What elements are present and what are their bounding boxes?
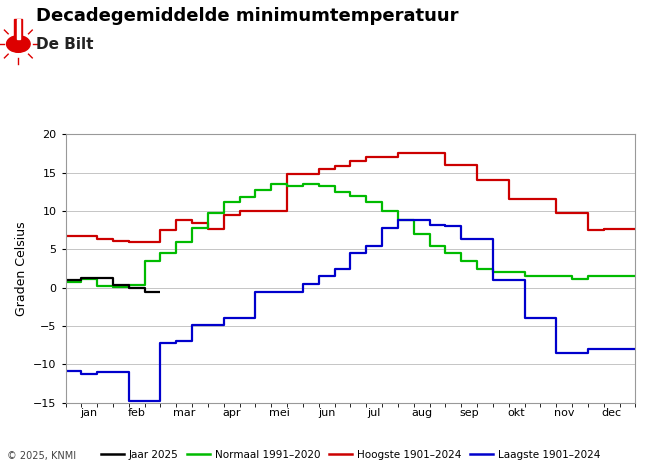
Text: © 2025, KNMI: © 2025, KNMI — [7, 450, 76, 461]
Text: Decadegemiddelde minimumtemperatuur: Decadegemiddelde minimumtemperatuur — [36, 7, 458, 25]
Text: De Bilt: De Bilt — [36, 37, 94, 52]
Legend: Jaar 2025, Normaal 1991–2020, Hoogste 1901–2024, Laagste 1901–2024: Jaar 2025, Normaal 1991–2020, Hoogste 19… — [96, 445, 605, 463]
Y-axis label: Graden Celsius: Graden Celsius — [14, 221, 28, 316]
